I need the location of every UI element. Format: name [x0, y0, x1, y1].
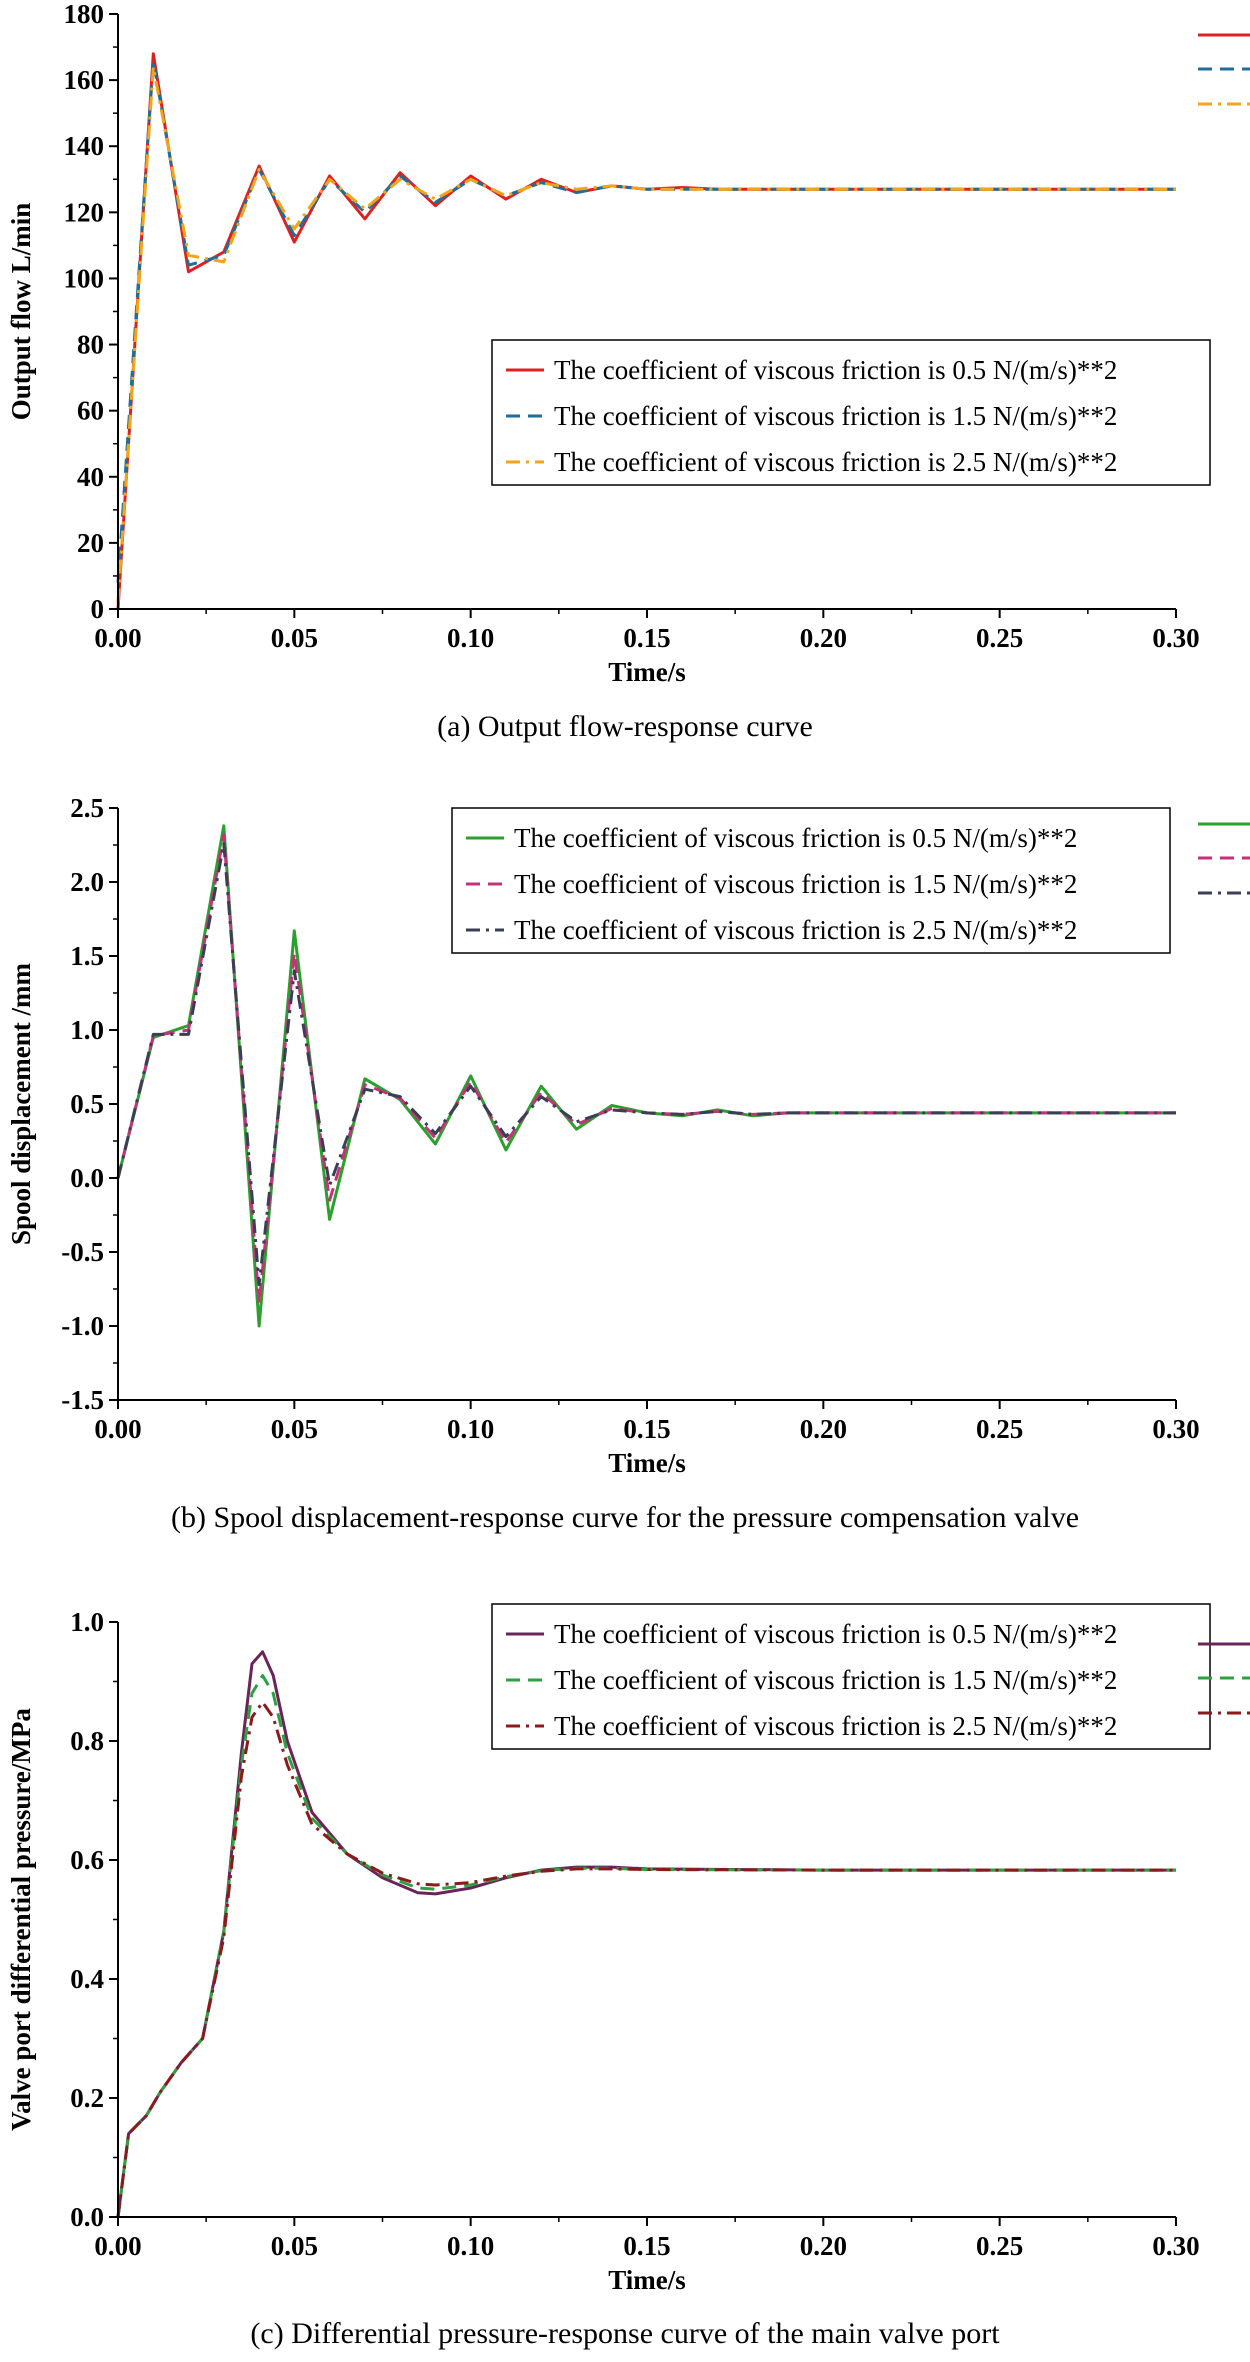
- panel-b-x-tick-label: 0.25: [976, 1414, 1023, 1444]
- panel-b-legend-box: [451, 807, 1171, 954]
- panel-b-y-tick-label: -0.5: [61, 1237, 104, 1267]
- panel-a-legend-label-1: The coefficient of viscous friction is 0…: [554, 355, 1117, 385]
- panel-a-caption: (a) Output flow-response curve: [437, 710, 813, 743]
- panel-b-y-tick-label: 2.5: [70, 793, 104, 823]
- panel-c-y-tick-label: 1.0: [70, 1607, 104, 1637]
- panel-a-xlabel: Time/s: [608, 657, 686, 687]
- panel-a-legend-box: [491, 339, 1211, 486]
- panel-a-y-tick-label: 140: [64, 131, 105, 161]
- panel-c-xlabel: Time/s: [608, 2265, 686, 2295]
- panel-b-y-tick-label: 1.0: [70, 1015, 104, 1045]
- panel-c-x-tick-label: 0.15: [623, 2231, 670, 2261]
- panel-b-y-tick-label: 0.0: [70, 1163, 104, 1193]
- panel-a-series-3-line: [116, 65, 1176, 603]
- panel-b-y-tick-label: 2.0: [70, 867, 104, 897]
- panel-a-x-tick-label: 0.10: [447, 623, 494, 653]
- panel-a-series-2-line: [116, 58, 1176, 583]
- panel-b-x-tick-label: 0.00: [94, 1414, 141, 1444]
- panel-c-x-tick-label: 0.05: [271, 2231, 318, 2261]
- panel-c-ylabel: Valve port differential pressure/MPa: [6, 1708, 36, 2131]
- panel-a-x-tick-label: 0.15: [623, 623, 670, 653]
- panel-c-legend-label-1: The coefficient of viscous friction is 0…: [554, 1619, 1117, 1649]
- panel-a: 0.00 0.05 0.10 0.15 0.20 0.25 0.30 0 20 40 60 80 100…: [6, 0, 1250, 743]
- panel-a-y-tick-label: 80: [77, 330, 104, 360]
- panel-a-y-tick-label: 20: [77, 528, 104, 558]
- panel-b: 0.00 0.05 0.10 0.15 0.20 0.25 0.30 -1.5 -1.0 -0.5…: [6, 793, 1250, 1534]
- panel-c-x-tick-label: 0.10: [447, 2231, 494, 2261]
- panel-c-x-tick-label: 0.30: [1152, 2231, 1199, 2261]
- panel-b-y-tick-label: 1.5: [70, 941, 104, 971]
- panel-b-x-tick-label: 0.10: [447, 1414, 494, 1444]
- panel-b-ylabel: Spool displacement /mm: [6, 962, 36, 1245]
- panel-c-x-tick-label: 0.20: [800, 2231, 847, 2261]
- panel-c-legend-box: [491, 1603, 1211, 1750]
- panel-a-x-tick-label: 0.20: [800, 623, 847, 653]
- panel-b-y-tick-label: -1.5: [61, 1385, 104, 1415]
- panel-c-y-tick-label: 0.8: [70, 1726, 104, 1756]
- panel-c-legend-label-2: The coefficient of viscous friction is 1…: [554, 1665, 1117, 1695]
- panel-a-y-tick-label: 0: [91, 594, 105, 624]
- panel-c-legend-label-3: The coefficient of viscous friction is 2…: [554, 1711, 1117, 1741]
- panel-b-series-3-line: [116, 842, 1176, 1287]
- panel-a-y-tick-label: 60: [77, 396, 104, 426]
- panel-a-y-tick-label: 40: [77, 462, 104, 492]
- panel-b-x-tick-label: 0.15: [623, 1414, 670, 1444]
- panel-a-x-tick-label: 0.25: [976, 623, 1023, 653]
- panel-c-series-2-line: [116, 1674, 1176, 2218]
- panel-c-x-tick-label: 0.00: [94, 2231, 141, 2261]
- panel-a-y-tick-label: 160: [64, 65, 105, 95]
- panel-b-legend-label-1: The coefficient of viscous friction is 0…: [514, 823, 1077, 853]
- panel-b-xlabel: Time/s: [608, 1448, 686, 1478]
- panel-c-caption: (c) Differential pressure-response curve…: [250, 2317, 1000, 2350]
- panel-c: 0.00 0.05 0.10 0.15 0.20 0.25 0.30 0.0 0.2 0.4 0.6…: [6, 1603, 1250, 2350]
- panel-a-x-tick-label: 0.30: [1152, 623, 1199, 653]
- panel-b-x-tick-label: 0.05: [271, 1414, 318, 1444]
- panel-b-y-tick-label: -1.0: [61, 1311, 104, 1341]
- panel-a-y-tick-label: 100: [64, 263, 105, 293]
- panel-b-caption: (b) Spool displacement-response curve fo…: [171, 1501, 1079, 1534]
- panel-b-y-tick-label: 0.5: [70, 1089, 104, 1119]
- panel-a-legend-label-2: The coefficient of viscous friction is 1…: [554, 401, 1117, 431]
- panel-b-x-tick-label: 0.20: [800, 1414, 847, 1444]
- panel-c-y-tick-label: 0.0: [70, 2202, 104, 2232]
- panel-c-y-tick-label: 0.2: [70, 2083, 104, 2113]
- panel-a-x-tick-label: 0.05: [271, 623, 318, 653]
- panel-a-y-tick-label: 120: [64, 197, 105, 227]
- panel-c-series-3-line: [116, 1700, 1176, 2218]
- panel-b-legend-label-2: The coefficient of viscous friction is 1…: [514, 869, 1077, 899]
- panel-a-y-tick-label: 180: [64, 0, 105, 29]
- panel-a-legend-label-3: The coefficient of viscous friction is 2…: [554, 447, 1117, 477]
- panel-a-series-1-line: [116, 52, 1176, 610]
- panel-b-x-tick-label: 0.30: [1152, 1414, 1199, 1444]
- panel-c-x-tick-label: 0.25: [976, 2231, 1023, 2261]
- panel-a-x-tick-label: 0.00: [94, 623, 141, 653]
- panel-c-y-tick-label: 0.6: [70, 1845, 104, 1875]
- panel-a-ylabel: Output flow L/min: [6, 203, 36, 421]
- panel-c-y-tick-label: 0.4: [70, 1964, 104, 1994]
- panel-b-legend-label-3: The coefficient of viscous friction is 2…: [514, 915, 1077, 945]
